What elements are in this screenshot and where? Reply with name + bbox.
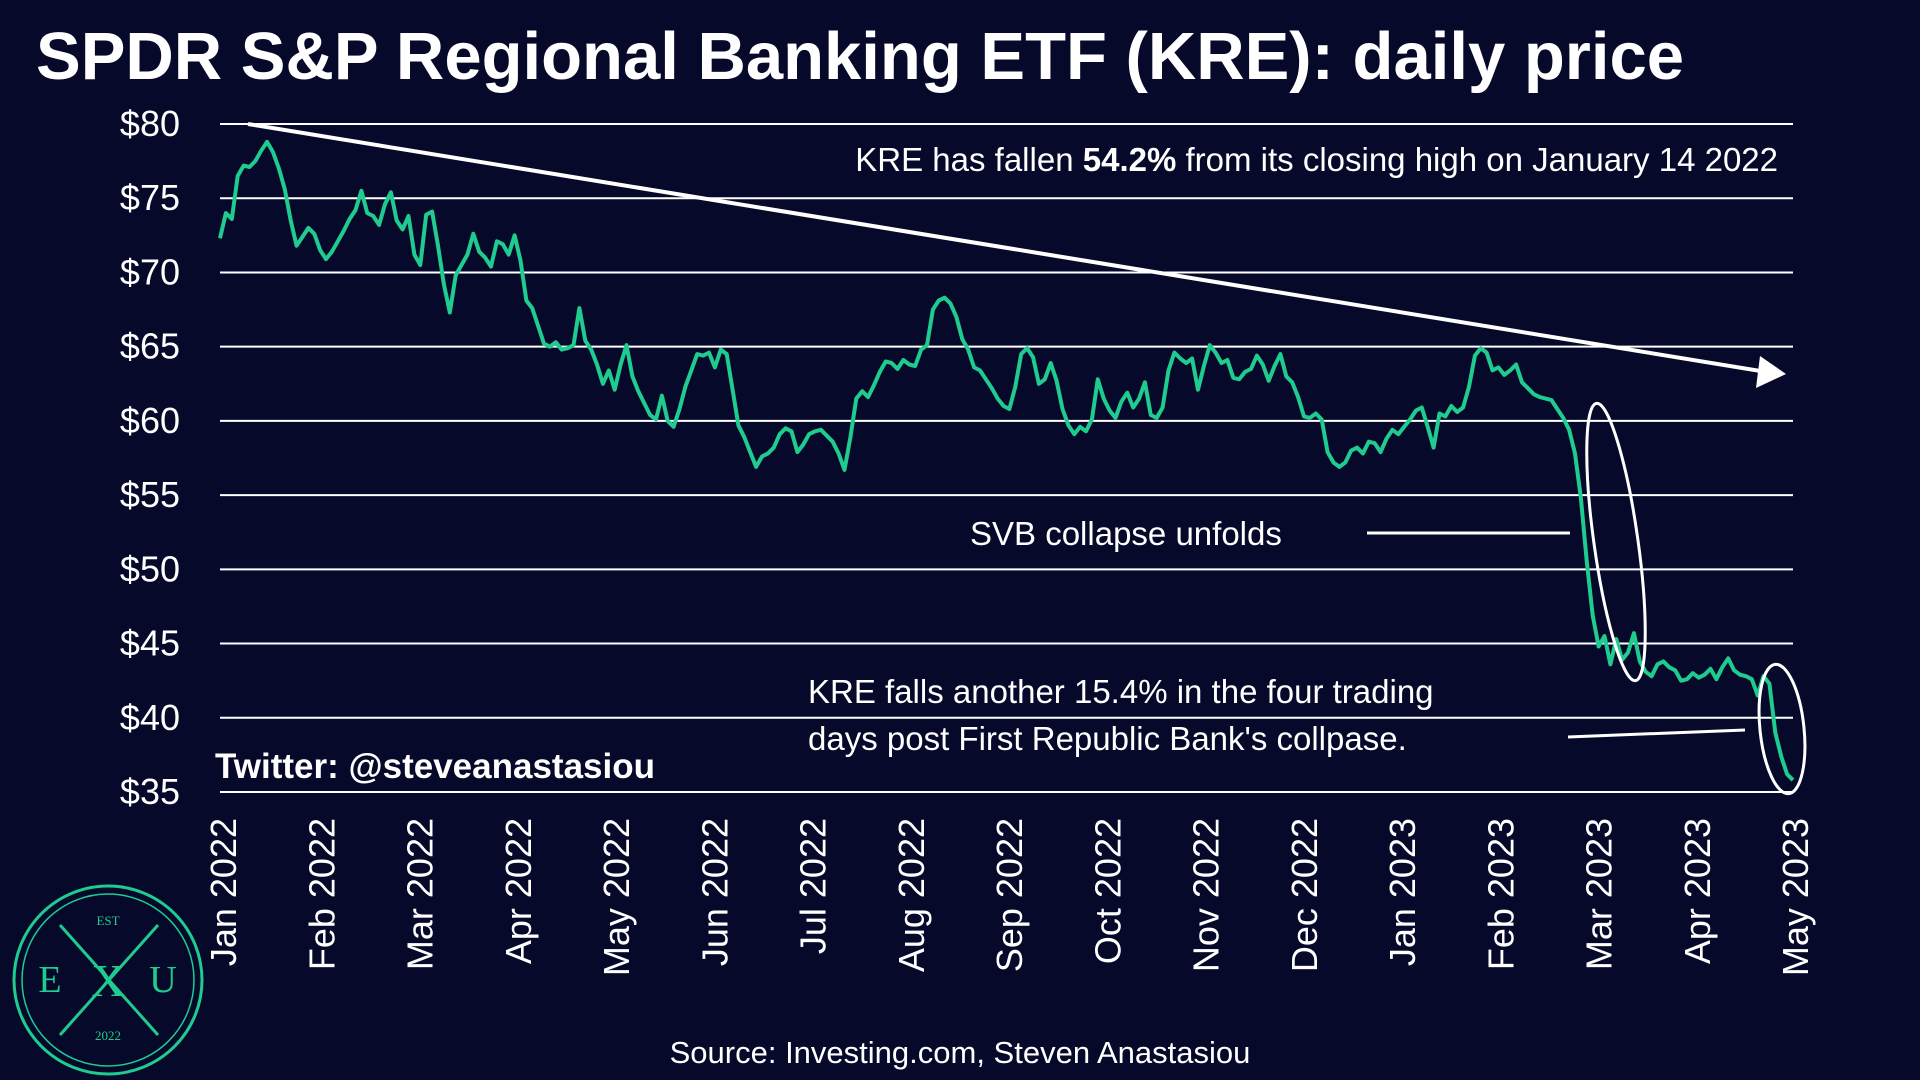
frb-connector bbox=[1567, 728, 1746, 739]
frb-highlight-ellipse bbox=[1757, 662, 1807, 796]
trend-note-bold: 54.2% bbox=[1083, 141, 1177, 178]
y-tick-label: $55 bbox=[120, 474, 180, 515]
logo-left-letter: E bbox=[38, 959, 61, 1001]
x-tick-label: Mar 2023 bbox=[1579, 818, 1620, 970]
frb-label-line-2: days post First Republic Bank's collpase… bbox=[808, 720, 1407, 757]
logo: EST E X U 2022 bbox=[12, 884, 204, 1076]
y-tick-label: $45 bbox=[120, 623, 180, 664]
logo-right-letter: U bbox=[149, 959, 176, 1001]
y-axis: $80 $75 $70 $65 $60 $55 $50 $45 $40 $35 bbox=[120, 103, 180, 812]
trend-note: KRE has fallen 54.2% from its closing hi… bbox=[855, 141, 1778, 178]
x-tick-label: Nov 2022 bbox=[1186, 818, 1227, 972]
logo-cross-stroke-2 bbox=[58, 924, 160, 1036]
x-tick-label: May 2023 bbox=[1775, 818, 1816, 976]
x-tick-label: Sep 2022 bbox=[989, 818, 1030, 972]
y-tick-label: $70 bbox=[120, 251, 180, 292]
chart-title: SPDR S&P Regional Banking ETF (KRE): dai… bbox=[36, 19, 1684, 94]
price-line bbox=[218, 139, 1795, 782]
y-tick-label: $50 bbox=[120, 548, 180, 589]
x-tick-label: Mar 2022 bbox=[400, 818, 441, 970]
x-axis: Jan 2022 Feb 2022 Mar 2022 Apr 2022 May 2022… bbox=[203, 818, 1816, 976]
trend-arrow bbox=[247, 122, 1780, 376]
source-note: Source: Investing.com, Steven Anastasiou bbox=[669, 1035, 1251, 1070]
trend-note-prefix: KRE has fallen bbox=[855, 141, 1082, 178]
y-tick-label: $80 bbox=[120, 103, 180, 144]
gridlines bbox=[220, 123, 1793, 793]
x-tick-label: Feb 2022 bbox=[301, 818, 342, 970]
logo-year: 2022 bbox=[95, 1028, 121, 1043]
trend-note-suffix: from its closing high on January 14 2022 bbox=[1176, 141, 1778, 178]
logo-inner-ring bbox=[21, 893, 195, 1067]
x-tick-label: Jan 2023 bbox=[1382, 818, 1423, 966]
y-tick-label: $35 bbox=[120, 771, 180, 812]
x-tick-label: Jul 2022 bbox=[793, 818, 834, 954]
trend-arrowhead-icon bbox=[1756, 356, 1786, 388]
y-tick-label: $60 bbox=[120, 400, 180, 441]
x-tick-label: May 2022 bbox=[596, 818, 637, 976]
x-tick-label: Feb 2023 bbox=[1480, 818, 1521, 970]
x-tick-label: Oct 2022 bbox=[1087, 818, 1128, 964]
x-tick-label: Jan 2022 bbox=[203, 818, 244, 966]
y-tick-label: $65 bbox=[120, 326, 180, 367]
x-tick-label: Aug 2022 bbox=[891, 818, 932, 972]
logo-outer-ring bbox=[12, 884, 204, 1076]
svb-label: SVB collapse unfolds bbox=[970, 515, 1282, 552]
twitter-handle: Twitter: @steveanastasiou bbox=[215, 747, 655, 786]
y-tick-label: $40 bbox=[120, 697, 180, 738]
y-tick-label: $75 bbox=[120, 177, 180, 218]
logo-center-letter: X bbox=[91, 955, 124, 1006]
x-tick-label: Apr 2023 bbox=[1677, 818, 1718, 964]
x-tick-label: Jun 2022 bbox=[694, 818, 735, 966]
x-tick-label: Dec 2022 bbox=[1284, 818, 1325, 972]
logo-top-text: EST bbox=[96, 913, 119, 928]
frb-label-line-1: KRE falls another 15.4% in the four trad… bbox=[808, 673, 1434, 710]
x-tick-label: Apr 2022 bbox=[498, 818, 539, 964]
svb-highlight-ellipse bbox=[1585, 401, 1647, 683]
